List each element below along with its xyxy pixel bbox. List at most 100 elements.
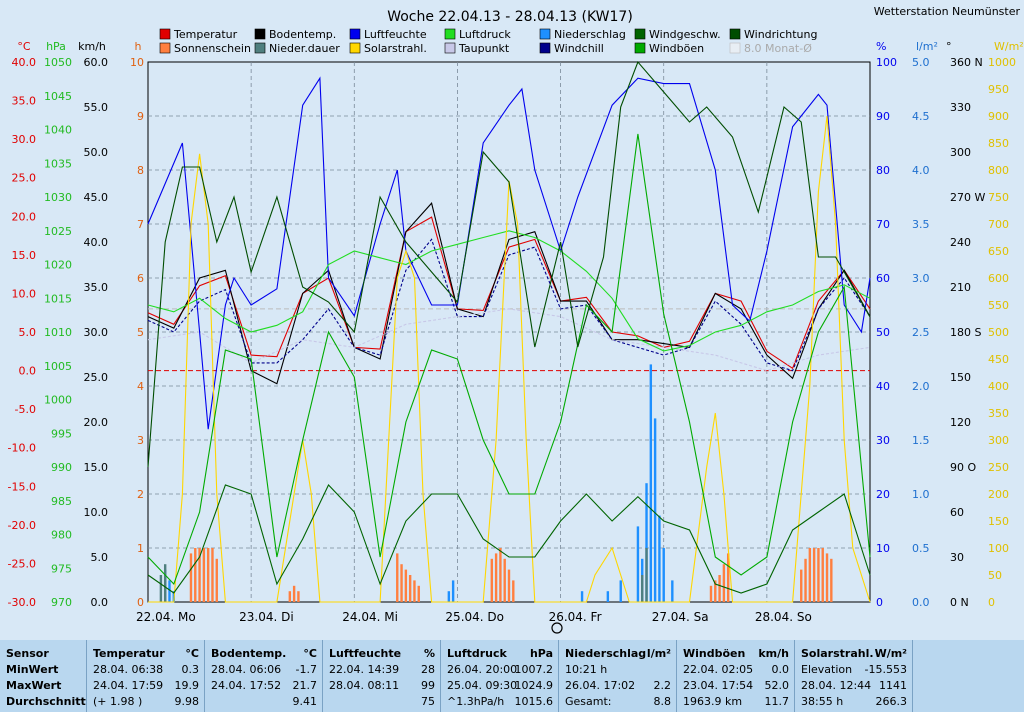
bar-sonnenschein: [812, 548, 816, 602]
bar-sonnenschein: [804, 558, 807, 602]
bar-sonnenschein: [413, 580, 416, 602]
legend-item-bodentemp[interactable]: Bodentemp.: [254, 28, 336, 41]
legend-swatch: [254, 28, 266, 40]
stats-value: 266.3: [875, 695, 908, 708]
tick-label-wind: 35.0: [84, 281, 109, 294]
tick-label-humidity: 0: [876, 596, 883, 609]
stats-cell: ^1.3hPa/h: [447, 695, 505, 708]
stats-cell: 28.04. 12:44: [801, 679, 872, 692]
stats-header: Luftdruck: [447, 647, 507, 660]
bar-niederschlag: [619, 580, 622, 602]
tick-label-wind: 20.0: [84, 416, 109, 429]
legend-swatch: [539, 42, 551, 54]
stats-cell: 1963.9 km: [683, 695, 743, 708]
legend-swatch: [444, 28, 456, 40]
legend-item-windben[interactable]: Windböen: [634, 42, 704, 55]
legend-swatch: [444, 42, 456, 54]
tick-label-direction: 0 N: [950, 596, 969, 609]
tick-label-temp: 40.0: [12, 56, 37, 69]
legend-item-solarstrahl[interactable]: Solarstrahl.: [349, 42, 427, 55]
legend-swatch: [539, 28, 551, 40]
stats-col-empty: [912, 640, 1024, 712]
stats-value: 1015.6: [514, 695, 554, 708]
stats-col-bodentemp: Bodentemp. °C 28.04. 06:06 -1.7 24.04. 17:…: [204, 640, 323, 712]
legend-label: Windchill: [554, 42, 604, 55]
tick-label-precip: 0.5: [912, 542, 930, 555]
axis-unit-solar: W/m²: [994, 40, 1024, 53]
bar-sonnenschein: [512, 580, 515, 602]
tick-label-pressure: 1020: [44, 259, 72, 272]
tick-label-solar: 500: [988, 326, 1009, 339]
tick-label-wind: 0.0: [91, 596, 109, 609]
tick-label-humidity: 10: [876, 542, 890, 555]
axis-unit-direction: °: [946, 40, 952, 53]
legend-item-80monat[interactable]: 8.0 Monat-Ø: [729, 42, 812, 55]
tick-label-precip: 3.5: [912, 218, 930, 231]
legend-item-sonnenschein[interactable]: Sonnenschein: [159, 42, 251, 55]
series-line-luftdruck: [147, 230, 871, 352]
stats-value: 0.3: [181, 663, 200, 676]
tick-label-temp: 15.0: [12, 249, 37, 262]
stats-value: 99: [421, 679, 435, 692]
legend-item-windrichtung[interactable]: Windrichtung: [729, 28, 817, 41]
series-line-luftfeuchte: [147, 76, 871, 430]
tick-label-direction: 360 N: [950, 56, 983, 69]
stats-col-temperatur: Temperatur °C 28.04. 06:38 0.3 24.04. 17:5…: [86, 640, 205, 712]
tick-label-wind: 55.0: [84, 101, 109, 114]
legend-item-niederdauer[interactable]: Nieder.dauer: [254, 42, 340, 55]
axis-unit-wind: km/h: [78, 40, 106, 53]
tick-label-pressure: 1000: [44, 394, 72, 407]
legend-item-niederschlag[interactable]: Niederschlag: [539, 28, 626, 41]
stats-value: 9.98: [174, 695, 200, 708]
legend-swatch: [634, 28, 646, 40]
stats-header: Temperatur: [93, 647, 165, 660]
stats-value: 75: [421, 695, 435, 708]
bar-sonnenschein: [817, 548, 820, 602]
legend-label: Windböen: [649, 42, 704, 55]
bars: [159, 364, 833, 602]
stats-cell: 28.04. 06:06: [211, 663, 282, 676]
legend-item-taupunkt[interactable]: Taupunkt: [444, 42, 510, 55]
tick-label-wind: 30.0: [84, 326, 109, 339]
stats-value: -1.7: [295, 663, 317, 676]
axes: 40.035.030.025.020.015.010.05.00.0-5.0-1…: [8, 40, 1024, 624]
bar-niederdauer: [641, 575, 644, 602]
tick-label-humidity: 80: [876, 164, 890, 177]
station-name: Wetterstation Neumünster: [874, 5, 1021, 18]
tick-label-precip: 2.0: [912, 380, 930, 393]
scroll-handle-circle[interactable]: [551, 622, 563, 634]
tick-label-temp: -5.0: [15, 403, 36, 416]
bar-niederschlag: [649, 364, 653, 602]
tick-label-solar: 950: [988, 83, 1009, 96]
stats-value: 8.8: [653, 695, 672, 708]
tick-label-direction: 240: [950, 236, 971, 249]
stats-cell: Gesamt:: [565, 695, 612, 708]
chart-title: Woche 22.04.13 - 28.04.13 (KW17): [387, 9, 633, 25]
tick-label-pressure: 1010: [44, 326, 72, 339]
legend-item-temperatur[interactable]: Temperatur: [159, 28, 238, 41]
series-line-windchill: [147, 238, 871, 372]
tick-label-humidity: 60: [876, 272, 890, 285]
tick-label-temp: -25.0: [8, 557, 36, 570]
tick-label-precip: 4.0: [912, 164, 930, 177]
x-tick-label: 23.04. Di: [239, 610, 294, 624]
series-line-solarstrahl: [148, 115, 871, 603]
tick-label-hours: 2: [137, 488, 144, 501]
stats-value: 19.9: [174, 679, 200, 692]
tick-label-hours: 9: [137, 110, 144, 123]
legend-item-windchill[interactable]: Windchill: [539, 42, 604, 55]
bar-sonnenschein: [417, 585, 420, 602]
legend-item-luftdruck[interactable]: Luftdruck: [444, 28, 511, 41]
legend-item-windgeschw[interactable]: Windgeschw.: [634, 28, 721, 41]
tick-label-pressure: 1045: [44, 90, 72, 103]
tick-label-pressure: 970: [51, 596, 72, 609]
bar-niederschlag: [606, 591, 610, 602]
scroll-handle[interactable]: [551, 622, 563, 634]
bar-niederschlag: [653, 418, 657, 602]
stats-unit: km/h: [758, 647, 789, 660]
legend-item-luftfeuchte[interactable]: Luftfeuchte: [349, 28, 427, 41]
bar-sonnenschein: [215, 558, 218, 602]
bar-niederschlag: [168, 580, 171, 602]
bar-sonnenschein: [490, 558, 494, 602]
stats-value: 21.7: [292, 679, 318, 692]
